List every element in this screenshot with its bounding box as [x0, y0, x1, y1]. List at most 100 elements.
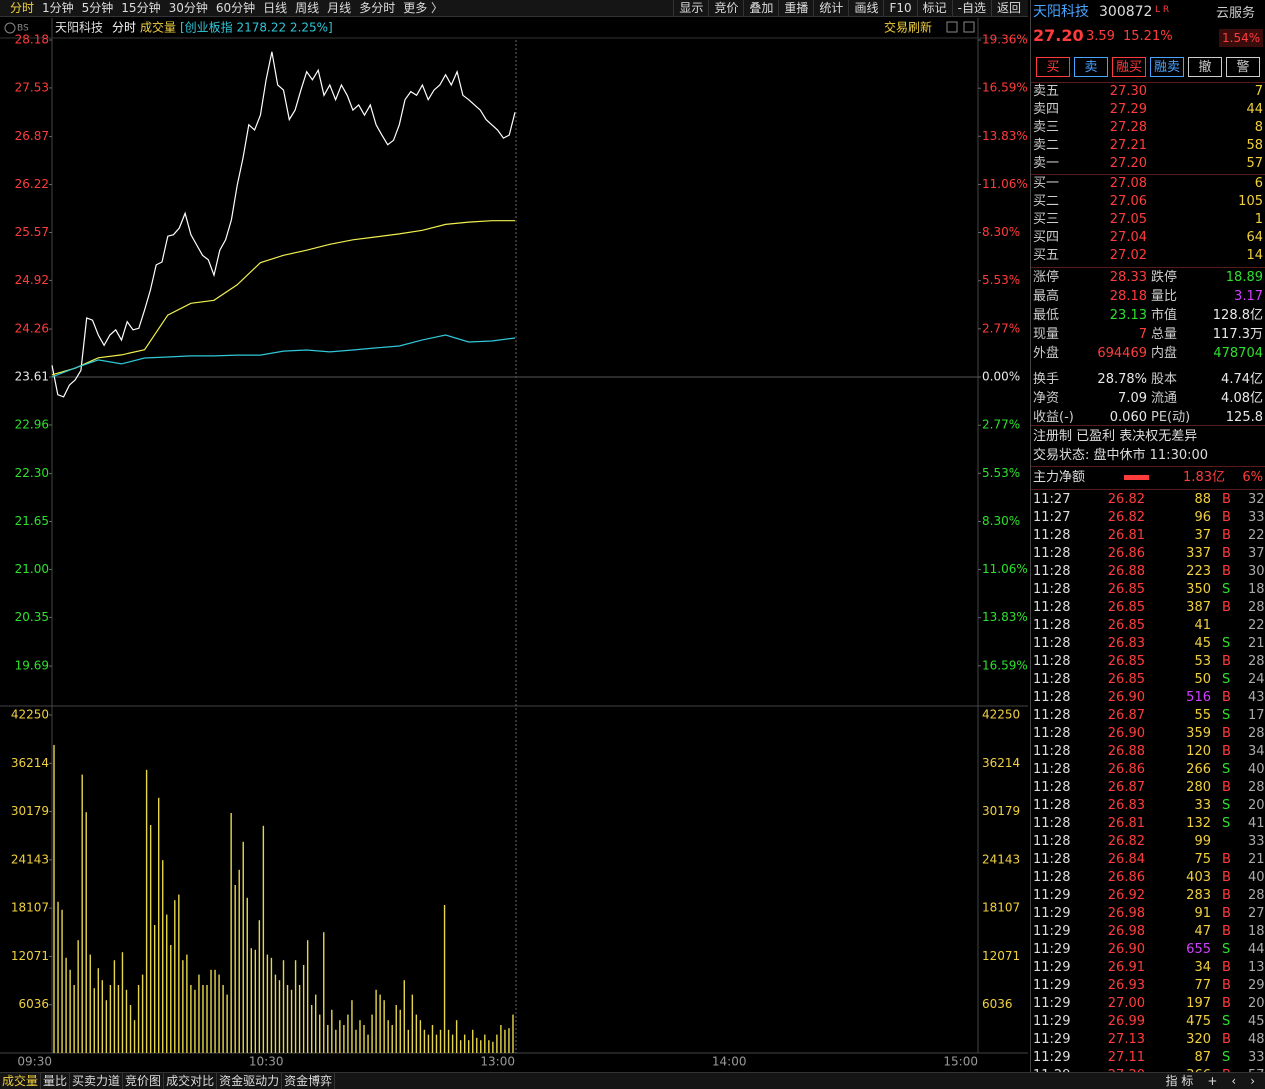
tick-volume: 132 — [1186, 816, 1211, 831]
tool-button[interactable]: 标记 — [916, 0, 952, 16]
book-label: 买二 — [1033, 194, 1060, 209]
indicator-control[interactable]: › — [1250, 1074, 1255, 1088]
period-tab[interactable]: 1分钟 — [42, 1, 74, 15]
tick-side: B — [1222, 1032, 1231, 1047]
indicator-tab[interactable]: 资金驱动力 — [217, 1073, 283, 1089]
time-tick-label: 15:00 — [943, 1055, 978, 1069]
trade-button[interactable]: 撤 — [1188, 57, 1222, 77]
tick-side: B — [1222, 492, 1231, 507]
tick-volume: 266 — [1186, 762, 1211, 777]
trade-button[interactable]: 警 — [1226, 57, 1260, 77]
stat-label: 净资 — [1033, 391, 1060, 406]
period-tab[interactable]: 周线 — [295, 1, 320, 15]
tool-button[interactable]: 画线 — [848, 0, 883, 16]
trade-button[interactable]: 卖 — [1074, 57, 1108, 77]
tick-time: 11:28 — [1033, 762, 1071, 777]
indicator-tab[interactable]: 买卖力道 — [70, 1073, 124, 1089]
volume-bar — [194, 989, 196, 1053]
period-tab[interactable]: 分时 — [10, 1, 35, 15]
volume-bar — [89, 954, 91, 1053]
separator — [1031, 425, 1265, 426]
volume-bar — [234, 885, 236, 1053]
tool-button[interactable]: 重播 — [778, 0, 813, 16]
stat-label: 涨停 — [1033, 270, 1060, 285]
indicator-tab[interactable]: 成交量 — [0, 1073, 42, 1089]
volume-bar — [315, 994, 317, 1053]
tick-volume: 197 — [1186, 996, 1211, 1011]
book-volume: 14 — [1246, 248, 1263, 263]
pct-tick-label: 8.30% — [982, 514, 1020, 528]
tool-button[interactable]: 竞价 — [708, 0, 743, 16]
tick-price: 26.99 — [1107, 1014, 1145, 1029]
volume-bar — [230, 813, 232, 1053]
period-tab[interactable]: 更多 〉 — [403, 1, 444, 15]
book-label: 买四 — [1033, 230, 1060, 245]
period-tab[interactable]: 15分钟 — [121, 1, 161, 15]
tick-time: 11:29 — [1033, 906, 1071, 921]
tool-button[interactable]: 返回 — [990, 0, 1026, 16]
period-tab[interactable]: 月线 — [327, 1, 352, 15]
period-tab[interactable]: 日线 — [263, 1, 288, 15]
indicator-tab[interactable]: 量比 — [41, 1073, 71, 1089]
refresh[interactable]: 交易刷新 — [884, 20, 932, 35]
stat-value: 694469 — [1097, 346, 1147, 361]
indicator-control[interactable]: + — [1207, 1074, 1218, 1088]
period-tab[interactable]: 5分钟 — [81, 1, 114, 15]
tool-button[interactable]: F10 — [883, 0, 916, 16]
window-button[interactable] — [946, 21, 958, 33]
period-tab[interactable]: 30分钟 — [168, 1, 208, 15]
tick-time: 11:28 — [1033, 708, 1071, 723]
tick-count: 22 — [1248, 528, 1265, 543]
volume-bar — [423, 1029, 426, 1053]
tick-side: B — [1222, 654, 1231, 669]
volume-bar — [286, 985, 289, 1053]
indicator-tab[interactable]: 资金博弈 — [282, 1073, 336, 1089]
volume-bar — [435, 1034, 438, 1053]
pct-tick-label: 13.83% — [982, 610, 1028, 624]
tick-side: B — [1222, 528, 1231, 543]
tick-volume: 33 — [1194, 798, 1211, 813]
tool-button[interactable]: 统计 — [813, 0, 848, 16]
tick-volume: 283 — [1186, 888, 1211, 903]
sector: 云服务 — [1216, 6, 1256, 21]
tick-volume: 91 — [1194, 906, 1211, 921]
tick-side: B — [1222, 726, 1231, 741]
period-tab[interactable]: 多分时 — [359, 1, 396, 15]
trade-button[interactable]: 融买 — [1112, 57, 1146, 77]
mode: 分时 — [112, 21, 136, 35]
tool-button[interactable]: 显示 — [673, 0, 708, 16]
tick-side: S — [1222, 672, 1231, 687]
indicator-tab[interactable]: 成交对比 — [164, 1073, 218, 1089]
volume-tick-label: 24143 — [11, 852, 49, 866]
tick-price: 26.87 — [1107, 780, 1145, 795]
tick-count: 28 — [1248, 726, 1265, 741]
volume-bar — [484, 1034, 486, 1053]
tick-volume: 41 — [1194, 618, 1211, 633]
period-tab[interactable]: 60分钟 — [215, 1, 256, 15]
tick-count: 28 — [1248, 600, 1265, 615]
trade-button[interactable]: 买 — [1036, 57, 1070, 77]
tick-count: 33 — [1248, 510, 1265, 525]
book-volume: 105 — [1238, 194, 1263, 209]
pct-tick-label: 2.77% — [982, 418, 1020, 432]
price-tick-label: 24.26 — [15, 322, 49, 336]
tick-price: 26.82 — [1107, 492, 1145, 507]
volume-bar — [117, 985, 120, 1053]
indicator-control[interactable]: ‹ — [1231, 1074, 1237, 1088]
indicator-control[interactable]: 指 标 — [1165, 1074, 1194, 1088]
book-price: 27.08 — [1109, 176, 1147, 191]
tool-button[interactable]: 叠加 — [743, 0, 778, 16]
volume-bar — [419, 1020, 422, 1053]
tick-count: 28 — [1248, 654, 1265, 669]
volume-bar — [53, 745, 55, 1053]
tick-price: 26.85 — [1107, 600, 1145, 615]
tool-button[interactable]: -自选 — [951, 0, 991, 16]
tick-count: 24 — [1248, 672, 1265, 687]
indicator-tab[interactable]: 竞价图 — [123, 1073, 165, 1089]
tick-volume: 75 — [1194, 852, 1211, 867]
volume-bar — [121, 952, 124, 1053]
window-button[interactable] — [963, 21, 975, 33]
book-price: 27.29 — [1109, 102, 1147, 117]
volume-bar — [274, 974, 277, 1053]
trade-button[interactable]: 融卖 — [1150, 57, 1184, 77]
